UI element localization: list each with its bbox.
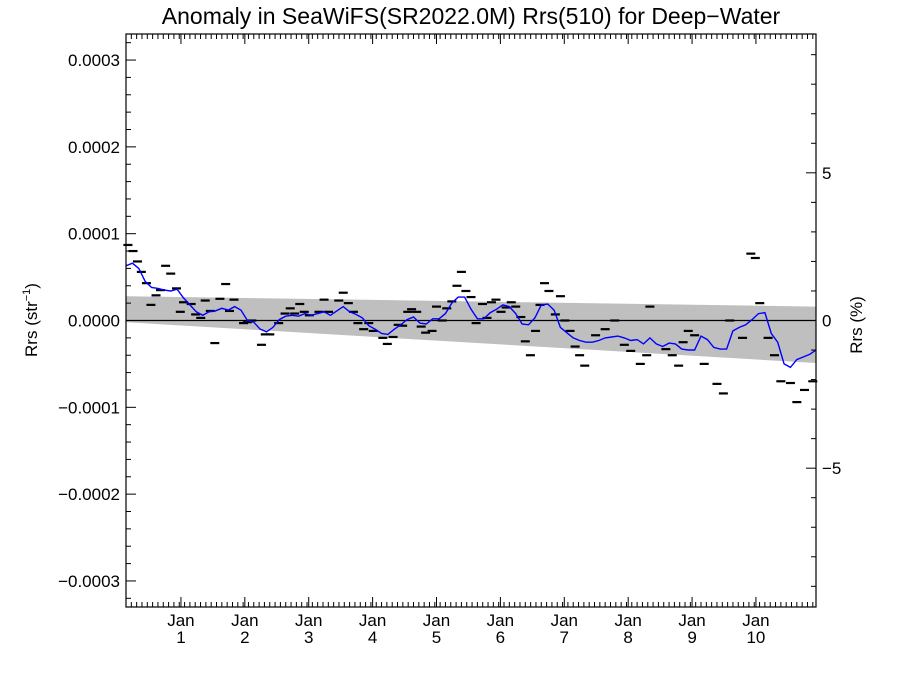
- right-y-axis-label: Rrs (%): [847, 296, 866, 354]
- x-tick-label-month: Jan: [742, 611, 769, 630]
- x-tick-label-year: 2: [240, 628, 249, 647]
- y-tick-label: 0.0001: [68, 225, 120, 244]
- x-axis: Jan1Jan2Jan3Jan4Jan5Jan6Jan7Jan8Jan9Jan1…: [125, 34, 814, 647]
- right-tick-label: −5: [822, 459, 841, 478]
- x-tick-label-month: Jan: [231, 611, 258, 630]
- x-tick-label-month: Jan: [295, 611, 322, 630]
- x-tick-label-month: Jan: [487, 611, 514, 630]
- uncertainty-band: [126, 296, 816, 364]
- smoothed-line-layer: [125, 262, 817, 369]
- x-tick-label-month: Jan: [423, 611, 450, 630]
- left-y-axis: 0.0003 0.0002 0.0001 0.0000 −0.0001 −0.0002 −0…: [58, 42, 136, 599]
- x-tick-label-year: 10: [746, 628, 765, 647]
- right-y-axis: 5 0 −5: [806, 54, 841, 587]
- y-tick-label: 0.0000: [68, 312, 120, 331]
- x-tick-label-year: 6: [496, 628, 505, 647]
- right-tick-label: 0: [822, 312, 831, 331]
- left-y-axis-label: Rrs (str−1): [21, 283, 41, 357]
- x-tick-label-year: 7: [560, 628, 569, 647]
- smoothed-series-line: [125, 262, 817, 369]
- y-tick-label: −0.0001: [58, 398, 120, 417]
- x-tick-label-year: 5: [432, 628, 441, 647]
- y-tick-label: 0.0002: [68, 138, 120, 157]
- x-tick-label-month: Jan: [551, 611, 578, 630]
- x-tick-label-year: 1: [176, 628, 185, 647]
- x-tick-label-month: Jan: [614, 611, 641, 630]
- left-y-axis-label-tail: ): [22, 283, 41, 289]
- x-tick-label-year: 9: [687, 628, 696, 647]
- y-tick-label: 0.0003: [68, 51, 120, 70]
- y-tick-label: −0.0002: [58, 485, 120, 504]
- uncertainty-band-layer: [126, 296, 816, 364]
- x-tick-label-month: Jan: [678, 611, 705, 630]
- left-y-axis-label-sup: −1: [21, 289, 33, 302]
- x-tick-label-month: Jan: [359, 611, 386, 630]
- y-tick-label: −0.0003: [58, 572, 120, 591]
- x-tick-label-year: 3: [304, 628, 313, 647]
- x-tick-label-year: 8: [623, 628, 632, 647]
- left-y-axis-label-main: Rrs (str: [22, 301, 41, 357]
- x-tick-label-month: Jan: [167, 611, 194, 630]
- right-tick-label: 5: [822, 164, 831, 183]
- x-tick-label-year: 4: [368, 628, 377, 647]
- chart-title: Anomaly in SeaWiFS(SR2022.0M) Rrs(510) f…: [162, 3, 781, 29]
